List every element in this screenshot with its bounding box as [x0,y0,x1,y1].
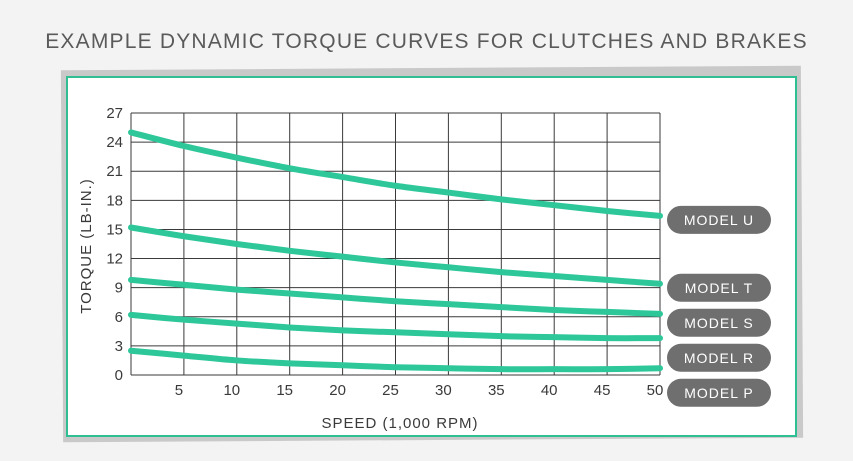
x-tick-label: 25 [382,382,399,399]
legend-label: MODEL R [684,350,754,366]
x-tick-label: 50 [647,382,664,399]
y-tick-label: 27 [106,105,123,122]
legend-label: MODEL S [684,315,754,331]
y-tick-labels: 0 3 6 9 12 15 18 21 24 27 [106,105,123,384]
legend-pills: MODEL U MODEL T MODEL S MODEL R MODEL P [667,205,771,407]
y-tick-label: 9 [115,280,123,297]
legend-pill-model-t: MODEL T [667,273,771,302]
y-tick-label: 3 [115,338,123,355]
legend-pill-model-u: MODEL U [667,205,771,234]
x-tick-label: 45 [594,382,611,399]
legend-pill-bg [667,205,771,234]
x-tick-label: 15 [276,382,293,399]
legend-label: MODEL T [685,280,753,296]
y-tick-label: 18 [106,192,123,209]
x-tick-labels: 5 10 15 20 25 30 35 40 45 50 [175,382,664,399]
page-title: EXAMPLE DYNAMIC TORQUE CURVES FOR CLUTCH… [45,30,808,53]
y-tick-label: 24 [106,134,123,151]
series-line-model-r [128,311,663,342]
x-tick-label: 35 [488,382,505,399]
legend-pill-model-s: MODEL S [667,308,771,337]
x-tick-label: 10 [223,382,240,399]
x-tick-label: 30 [435,382,452,399]
y-tick-label: 0 [115,367,123,384]
legend-pill-model-p: MODEL P [667,378,771,407]
series-line-model-s [128,276,663,317]
legend-pill-bg [667,308,771,337]
x-axis-label: SPEED (1,000 RPM) [321,415,478,432]
x-tick-label: 40 [541,382,558,399]
y-tick-label: 12 [106,251,123,268]
y-tick-label: 21 [106,163,123,180]
legend-pill-bg [667,378,771,407]
y-tick-label: 6 [115,309,123,326]
series-line-model-p [128,347,663,373]
legend-pill-bg [667,343,771,372]
legend-label: MODEL U [684,212,754,228]
legend-pill-model-r: MODEL R [667,343,771,372]
series-line-model-t [128,224,663,287]
x-tick-label: 5 [175,382,183,399]
chart-card [66,76,797,437]
y-tick-label: 15 [106,221,123,238]
legend-pill-bg [667,273,771,302]
series-line-model-u [128,129,663,219]
legend-label: MODEL P [684,385,754,401]
x-tick-label: 20 [329,382,346,399]
series-lines [128,129,663,373]
y-axis-label: TORQUE (LB-IN.) [78,178,95,314]
